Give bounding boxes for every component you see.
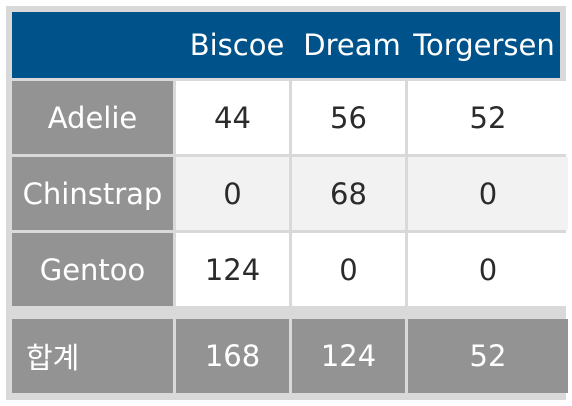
cell-chinstrap-torgersen: 0 — [408, 157, 568, 230]
cell-chinstrap-biscoe: 0 — [176, 157, 289, 230]
total-label: 합계 — [12, 319, 173, 393]
header-cell-torgersen: Torgersen — [413, 28, 555, 62]
cell-gentoo-dream: 0 — [292, 233, 405, 306]
cell-adelie-dream: 56 — [292, 81, 405, 154]
total-dream: 124 — [292, 319, 405, 393]
table-row-chinstrap: Chinstrap 0 68 0 — [12, 157, 568, 230]
table-total-row: 합계 168 124 52 — [12, 319, 568, 393]
table-header-row: Biscoe Dream Torgersen — [12, 12, 560, 78]
cell-gentoo-torgersen: 0 — [408, 233, 568, 306]
cell-adelie-biscoe: 44 — [176, 81, 289, 154]
cell-gentoo-biscoe: 124 — [176, 233, 289, 306]
cell-chinstrap-dream: 68 — [292, 157, 405, 230]
row-label-chinstrap: Chinstrap — [12, 157, 173, 230]
header-cell-biscoe: Biscoe — [189, 28, 285, 62]
table-row-adelie: Adelie 44 56 52 — [12, 81, 568, 154]
total-biscoe: 168 — [176, 319, 289, 393]
row-label-gentoo: Gentoo — [12, 233, 173, 306]
table-row-gentoo: Gentoo 124 0 0 — [12, 233, 568, 306]
cell-adelie-torgersen: 52 — [408, 81, 568, 154]
row-label-adelie: Adelie — [12, 81, 173, 154]
header-cell-corner — [12, 12, 177, 78]
total-torgersen: 52 — [408, 319, 568, 393]
header-cell-dream: Dream — [303, 28, 401, 62]
